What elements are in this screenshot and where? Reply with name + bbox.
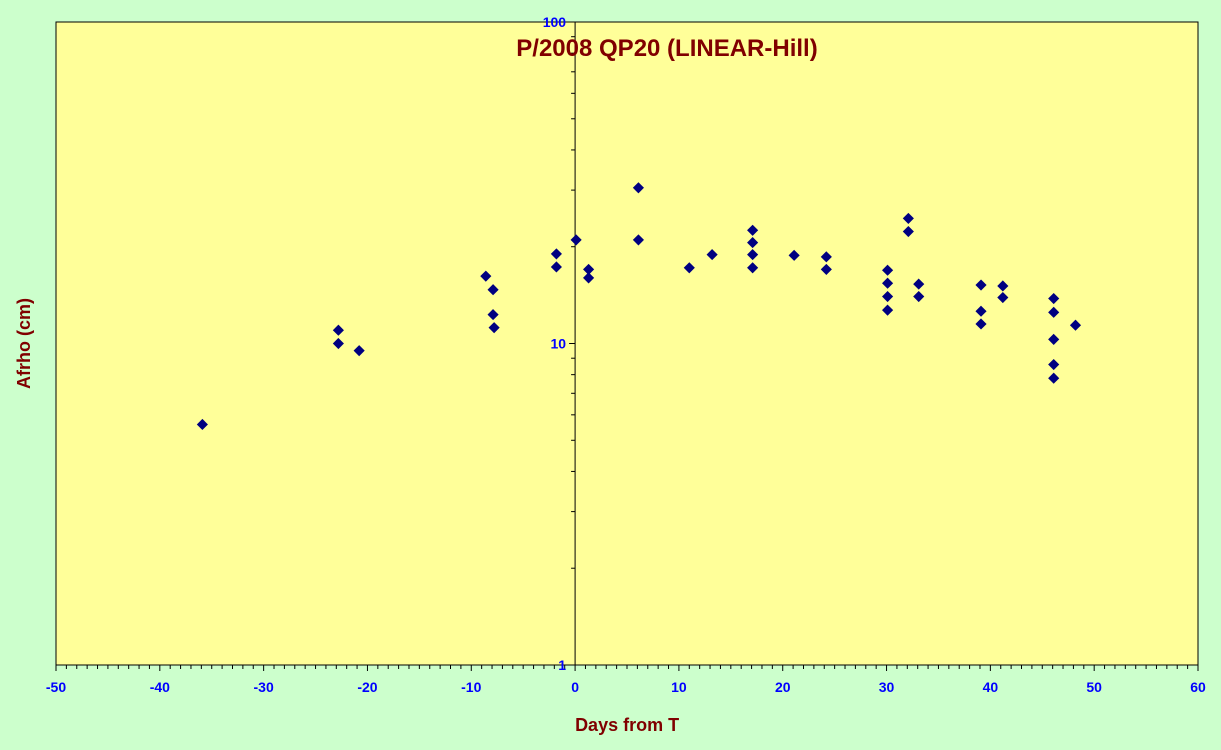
data-point <box>882 290 894 303</box>
y-axis-title: Afrho (cm) <box>14 298 34 389</box>
data-point <box>820 251 832 263</box>
x-tick-label: 60 <box>1190 679 1206 695</box>
x-tick-labels: -50 -40 -30 -20 -10 0 10 20 30 40 50 60 <box>46 679 1206 695</box>
data-point <box>332 324 344 336</box>
data-point <box>1048 372 1060 384</box>
data-point <box>975 318 987 330</box>
data-point <box>487 284 499 296</box>
data-point <box>747 249 759 261</box>
data-point <box>332 337 344 350</box>
x-minor-ticks <box>55 665 1199 671</box>
data-point <box>913 278 925 290</box>
plot-area <box>55 21 1199 666</box>
x-tick-label: 30 <box>879 679 895 695</box>
data-point <box>550 261 562 273</box>
data-point <box>747 237 759 249</box>
data-point <box>570 234 582 246</box>
data-points <box>196 182 1082 431</box>
data-point <box>487 309 499 321</box>
data-point <box>550 248 562 260</box>
data-point <box>747 224 759 236</box>
data-point <box>196 418 208 431</box>
data-point <box>706 249 718 261</box>
data-point <box>488 322 500 334</box>
data-point <box>882 264 894 276</box>
data-point <box>902 225 914 238</box>
data-point <box>975 305 987 317</box>
data-point <box>683 262 695 274</box>
data-point <box>882 277 894 289</box>
y-tick-label: 100 <box>543 14 567 30</box>
data-point <box>1048 358 1060 371</box>
data-point <box>820 263 832 275</box>
data-point <box>882 304 894 316</box>
y-tick-labels: 1 10 100 <box>543 14 567 673</box>
data-point <box>747 262 759 274</box>
data-point <box>632 182 644 194</box>
data-point <box>788 249 800 261</box>
x-axis-title: Days from T <box>575 715 679 735</box>
x-tick-label: 20 <box>775 679 791 695</box>
data-point <box>1048 333 1060 345</box>
data-point <box>1069 319 1082 331</box>
y-tick-label: 10 <box>551 336 567 352</box>
x-tick-label: -30 <box>254 679 274 695</box>
x-tick-label: 50 <box>1086 679 1102 695</box>
x-tick-label: -10 <box>461 679 481 695</box>
chart-title: P/2008 QP20 (LINEAR-Hill) <box>516 35 817 62</box>
data-point <box>632 234 644 246</box>
x-tick-label: 10 <box>671 679 687 695</box>
x-tick-label: -40 <box>150 679 170 695</box>
x-tick-label: -50 <box>46 679 66 695</box>
data-point <box>353 345 365 357</box>
data-point <box>1048 306 1060 318</box>
y-tick-label: 1 <box>558 657 566 673</box>
data-point <box>997 291 1009 304</box>
data-point <box>997 280 1009 292</box>
data-point <box>1048 292 1060 305</box>
data-point <box>913 290 925 303</box>
x-tick-label: -20 <box>357 679 377 695</box>
axes <box>56 21 1198 666</box>
data-point <box>975 279 987 291</box>
x-tick-label: 0 <box>571 679 579 695</box>
x-tick-label: 40 <box>983 679 999 695</box>
data-point <box>480 270 492 282</box>
data-point <box>902 212 914 224</box>
data-point <box>583 272 595 284</box>
